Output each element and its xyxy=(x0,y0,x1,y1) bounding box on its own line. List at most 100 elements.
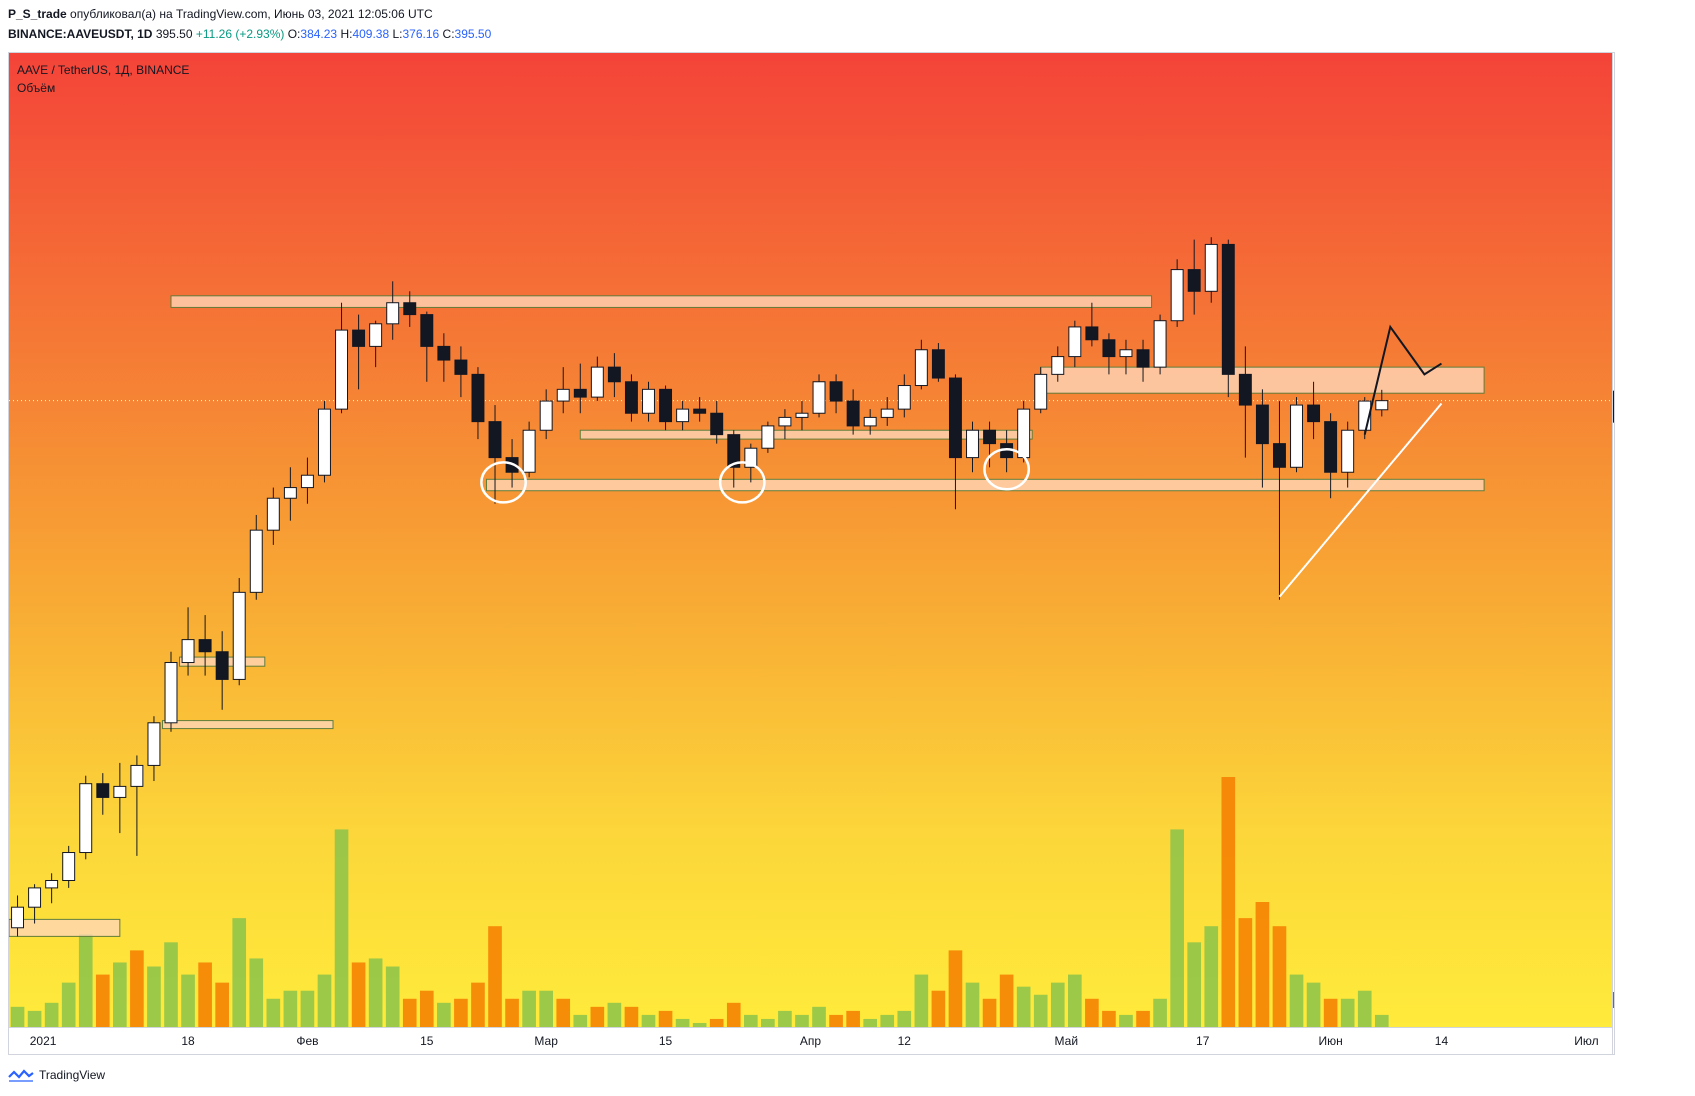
candle-body xyxy=(454,359,468,375)
volume-bar xyxy=(965,982,980,1027)
volume-bar xyxy=(1289,974,1304,1027)
volume-bar xyxy=(709,1018,724,1027)
volume-bar xyxy=(419,990,434,1027)
candle-body xyxy=(1358,400,1372,431)
volume-bar xyxy=(181,974,195,1027)
footer-brand[interactable]: TradingView xyxy=(39,1068,106,1082)
volume-bar xyxy=(266,998,281,1027)
low-label: L: xyxy=(392,27,403,41)
candle-body xyxy=(1238,373,1252,406)
candle-body xyxy=(556,388,570,402)
candle-body xyxy=(829,381,843,402)
volume-bar xyxy=(78,934,93,1027)
volume-bar xyxy=(761,1018,775,1027)
volume-tag xyxy=(1613,992,1614,1008)
candle-body xyxy=(420,314,434,347)
candle-body xyxy=(1221,243,1235,375)
price-zone xyxy=(161,720,334,730)
volume-bar xyxy=(454,998,468,1027)
price-axis[interactable] xyxy=(1612,53,1614,1054)
volume-bar xyxy=(147,966,161,1027)
candle-body xyxy=(352,329,366,347)
author-name[interactable]: P_S_trade xyxy=(8,7,67,21)
volume-bar xyxy=(1170,829,1184,1027)
candle-body xyxy=(113,785,127,798)
volume-bar xyxy=(164,942,178,1027)
candle-body xyxy=(880,408,894,418)
candle-body xyxy=(1051,356,1065,375)
volume-bar xyxy=(402,998,417,1027)
candle-body xyxy=(624,381,638,414)
candle-body xyxy=(215,651,229,680)
candle-body xyxy=(130,764,144,787)
volume-bar xyxy=(692,1022,707,1027)
candle-body xyxy=(1170,269,1184,322)
volume-bar xyxy=(812,1006,826,1027)
price-zone xyxy=(9,918,121,937)
candle-body xyxy=(1085,326,1099,341)
time-tick-label: Июл xyxy=(1574,1034,1598,1048)
change-value: +11.26 (+2.93%) xyxy=(195,27,285,41)
candle-body xyxy=(1204,243,1218,292)
volume-bar xyxy=(334,829,349,1027)
candle-body xyxy=(386,302,400,325)
price-zone xyxy=(579,429,1033,440)
volume-bar xyxy=(743,1014,758,1027)
candle-body xyxy=(249,529,263,593)
candle-body xyxy=(181,639,195,664)
volume-bar xyxy=(1306,982,1321,1027)
volume-bar xyxy=(778,1010,792,1027)
volume-bar xyxy=(999,974,1014,1027)
volume-bar xyxy=(1272,926,1287,1027)
candle-body xyxy=(590,366,604,398)
time-tick-label: 2021 xyxy=(30,1034,57,1048)
chart-canvas[interactable]: 1100.00980.00860.00740.00640.00560.00500… xyxy=(9,53,1615,1054)
time-tick-label: 18 xyxy=(181,1034,195,1048)
candle-body xyxy=(948,377,962,459)
candle-body xyxy=(79,783,93,854)
candle-body xyxy=(62,852,76,882)
candle-body xyxy=(1375,400,1389,411)
chart-area[interactable]: 1100.00 980.00 860.00 740.00 640.00 560.00 500… xyxy=(8,52,1615,1055)
candle-body xyxy=(1136,349,1150,368)
price-zone xyxy=(485,478,1485,492)
highlight-ellipse xyxy=(718,461,766,504)
candle-body xyxy=(488,421,502,459)
time-tick-label: Мар xyxy=(534,1034,558,1048)
ohlc-header: BINANCE:AAVEUSDT, 1D 395.50 +11.26 (+2.9… xyxy=(8,27,491,41)
volume-bar xyxy=(863,1018,878,1027)
volume-bar xyxy=(1340,998,1355,1027)
volume-legend[interactable]: Объём xyxy=(17,81,56,95)
candle-body xyxy=(761,425,775,449)
time-tick-label: 15 xyxy=(659,1034,673,1048)
volume-bar xyxy=(385,966,400,1027)
candle-body xyxy=(914,349,928,387)
candle-body xyxy=(335,329,349,410)
time-axis[interactable] xyxy=(9,1027,1612,1054)
volume-bar xyxy=(505,998,519,1027)
tradingview-logo-icon[interactable] xyxy=(8,1068,34,1082)
volume-bar xyxy=(1136,1010,1150,1027)
candle-body xyxy=(11,906,24,929)
volume-bar xyxy=(1238,918,1253,1027)
candle-body xyxy=(96,783,110,798)
candle-body xyxy=(778,416,792,427)
volume-bar xyxy=(351,962,366,1027)
volume-bar xyxy=(829,1014,843,1027)
series-legend[interactable]: AAVE / TetherUS, 1Д, BINANCE xyxy=(17,63,190,77)
volume-bar xyxy=(556,998,571,1027)
candle-body xyxy=(28,887,42,908)
candle-body xyxy=(1017,408,1031,459)
volume-bar xyxy=(283,990,298,1027)
volume-bar xyxy=(130,950,144,1027)
symbol-line: BINANCE:AAVEUSDT, 1D xyxy=(8,27,153,41)
volume-bar xyxy=(641,1014,656,1027)
highlight-ellipse xyxy=(480,461,527,504)
time-tick-label: 15 xyxy=(420,1034,434,1048)
volume-bar xyxy=(522,990,536,1027)
volume-bar xyxy=(982,998,997,1027)
plot-background[interactable] xyxy=(9,53,1612,1027)
volume-bar xyxy=(573,1014,588,1027)
low-value: 376.16 xyxy=(402,27,440,41)
volume-bar xyxy=(1204,926,1219,1027)
